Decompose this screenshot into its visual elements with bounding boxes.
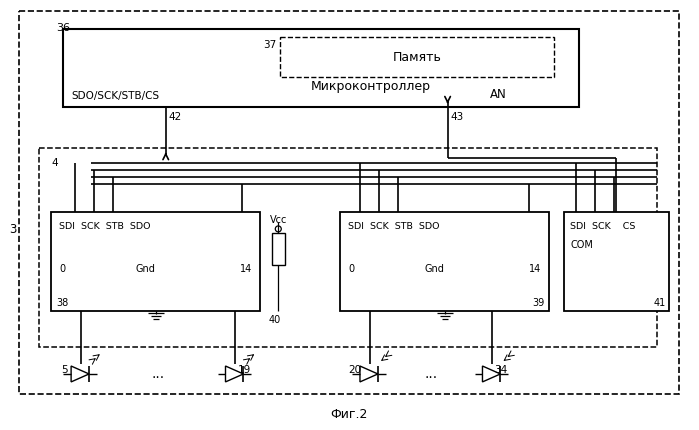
- Text: 14: 14: [529, 264, 541, 273]
- Text: 5: 5: [61, 365, 68, 375]
- Text: 40: 40: [268, 315, 280, 326]
- Text: 36: 36: [56, 23, 70, 33]
- Text: Gnd: Gnd: [136, 264, 156, 273]
- Bar: [280, 37, 554, 77]
- Bar: [39, 148, 657, 347]
- Text: 43: 43: [451, 112, 464, 122]
- Text: 14: 14: [240, 264, 252, 273]
- Bar: [63, 29, 579, 107]
- Text: 19: 19: [238, 365, 251, 375]
- Text: 39: 39: [532, 298, 545, 308]
- Text: ...: ...: [151, 367, 164, 381]
- Text: COM: COM: [570, 240, 593, 250]
- Text: SDI  SCK    CS: SDI SCK CS: [570, 222, 635, 231]
- Bar: [564, 212, 669, 311]
- Text: 3: 3: [9, 224, 17, 236]
- Text: 0: 0: [348, 264, 354, 273]
- Text: 4: 4: [51, 158, 58, 169]
- Text: ...: ...: [424, 367, 438, 381]
- Text: 37: 37: [263, 40, 276, 50]
- Text: 42: 42: [168, 112, 182, 122]
- Text: Фиг.2: Фиг.2: [331, 408, 368, 421]
- Text: Vcc: Vcc: [270, 215, 287, 225]
- Text: Память: Память: [393, 51, 442, 64]
- Text: 41: 41: [654, 298, 665, 308]
- Bar: [273, 233, 285, 265]
- Text: 20: 20: [348, 365, 361, 375]
- Text: AN: AN: [489, 88, 506, 101]
- Text: 34: 34: [494, 365, 507, 375]
- Text: Микроконтроллер: Микроконтроллер: [311, 80, 431, 93]
- Text: 0: 0: [59, 264, 65, 273]
- Text: SDI  SCK  STB  SDO: SDI SCK STB SDO: [348, 222, 440, 231]
- Text: Gnd: Gnd: [425, 264, 445, 273]
- Text: SDO/SCK/STB/CS: SDO/SCK/STB/CS: [71, 91, 159, 101]
- Text: 38: 38: [56, 298, 69, 308]
- Bar: [340, 212, 549, 311]
- Text: SDI  SCK  STB  SDO: SDI SCK STB SDO: [59, 222, 151, 231]
- Bar: [51, 212, 260, 311]
- Bar: [20, 11, 679, 394]
